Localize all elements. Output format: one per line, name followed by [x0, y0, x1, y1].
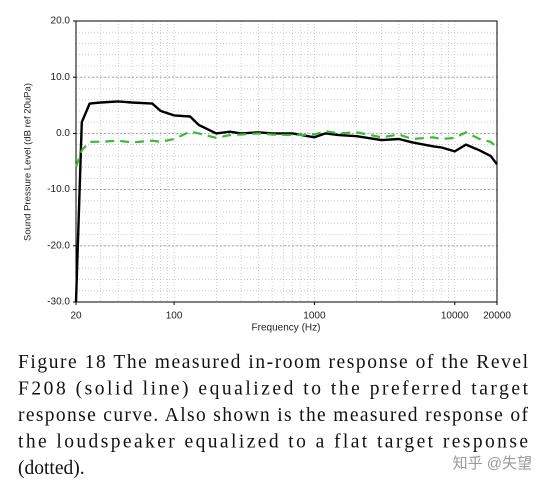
x-tick-label: 100: [166, 311, 183, 322]
y-tick-label: 0.0: [56, 128, 70, 139]
plot-frame: [75, 20, 498, 303]
caption-line: the loudspeaker equalized to a flat targ…: [18, 432, 528, 453]
caption-line: (dotted).: [18, 458, 85, 479]
y-tick-label: 20.0: [51, 16, 71, 27]
caption-line: Figure 18 The measured in-room response …: [18, 352, 529, 373]
caption-line: F208 (solid line) equalized to the prefe…: [18, 379, 529, 400]
caption-line: response curve. Also shown is the measur…: [18, 405, 529, 426]
watermark: 知乎 @失望: [453, 455, 532, 472]
y-tick-label: -20.0: [47, 240, 70, 251]
y-tick-label: -30.0: [47, 297, 70, 308]
series-line: [74, 130, 498, 168]
x-axis-label: Frequency (Hz): [252, 323, 321, 334]
y-tick-label: -10.0: [47, 184, 70, 195]
y-axis-label: Sound Pressure Level (dB ref 20uPa): [23, 83, 34, 241]
x-tick-label: 20000: [483, 311, 511, 322]
x-tick-label: 1000: [303, 311, 326, 322]
y-tick-label: 10.0: [51, 72, 71, 83]
x-tick-label: 20: [70, 311, 82, 322]
series-line: [74, 100, 498, 303]
x-tick-label: 10000: [441, 311, 469, 322]
